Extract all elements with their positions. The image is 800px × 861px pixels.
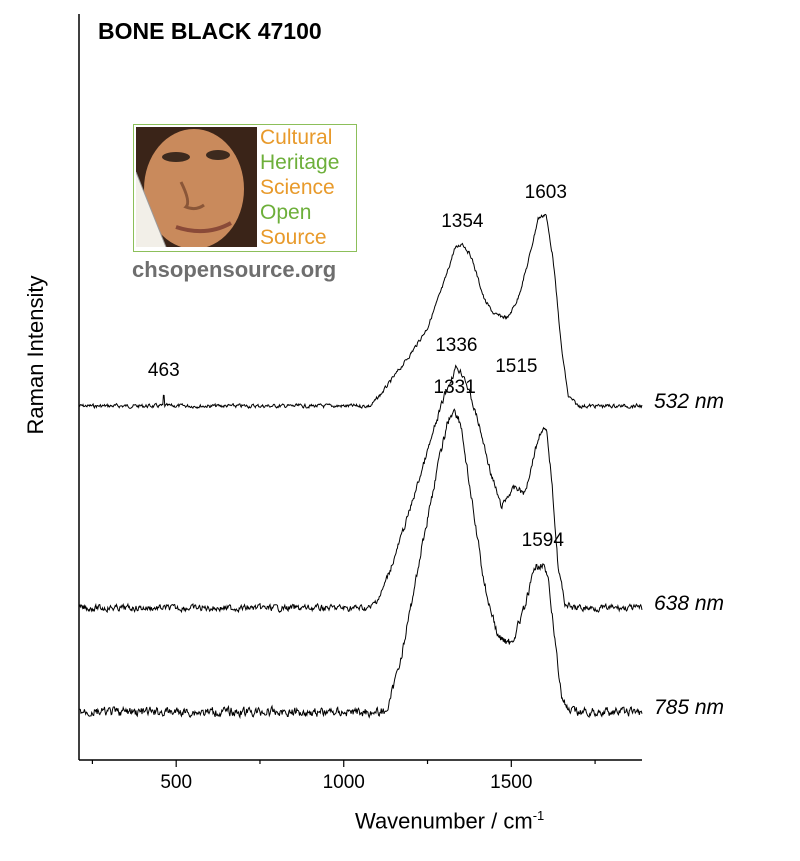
chart-title: BONE BLACK 47100 (98, 18, 322, 44)
peak-label: 463 (147, 360, 180, 382)
portrait-image (136, 127, 257, 247)
y-axis-label: Raman Intensity (23, 275, 48, 435)
x-tick-label: 1000 (322, 772, 365, 793)
x-axis-label-superscript: -1 (532, 808, 545, 823)
peak-label: 1354 (441, 211, 484, 232)
peak-label: 1603 (524, 181, 567, 203)
logo-word-cultural: Cultural (260, 126, 333, 149)
x-axis-label-text: Wavenumber / cm (355, 808, 533, 834)
series-line-638-nm (78, 364, 643, 614)
logo-word-heritage: Heritage (260, 151, 340, 174)
logo-word-source: Source (260, 226, 327, 249)
logo: Cultural Heritage Science Open Source (133, 124, 357, 252)
series-line-785-nm (78, 408, 643, 720)
series-label: 532 nm (654, 390, 725, 413)
series-label: 785 nm (654, 696, 725, 719)
spectra-traces (78, 213, 643, 720)
x-axis-label: Wavenumber / cm-1 (355, 808, 544, 834)
peak-label: 1594 (521, 530, 564, 552)
peak-label: 1515 (495, 356, 538, 377)
x-tick-label: 500 (160, 772, 193, 793)
x-ticks (91, 760, 596, 767)
series-label: 638 nm (654, 592, 725, 615)
logo-word-science: Science (260, 176, 335, 199)
series-line-532-nm (78, 213, 643, 410)
x-tick-label: 1500 (490, 772, 533, 793)
peak-label: 1331 (433, 376, 476, 398)
peak-label: 1336 (435, 334, 478, 356)
logo-url: chsopensource.org (132, 257, 337, 282)
logo-words: Cultural Heritage Science Open Source (260, 125, 339, 250)
logo-word-open: Open (260, 201, 312, 224)
